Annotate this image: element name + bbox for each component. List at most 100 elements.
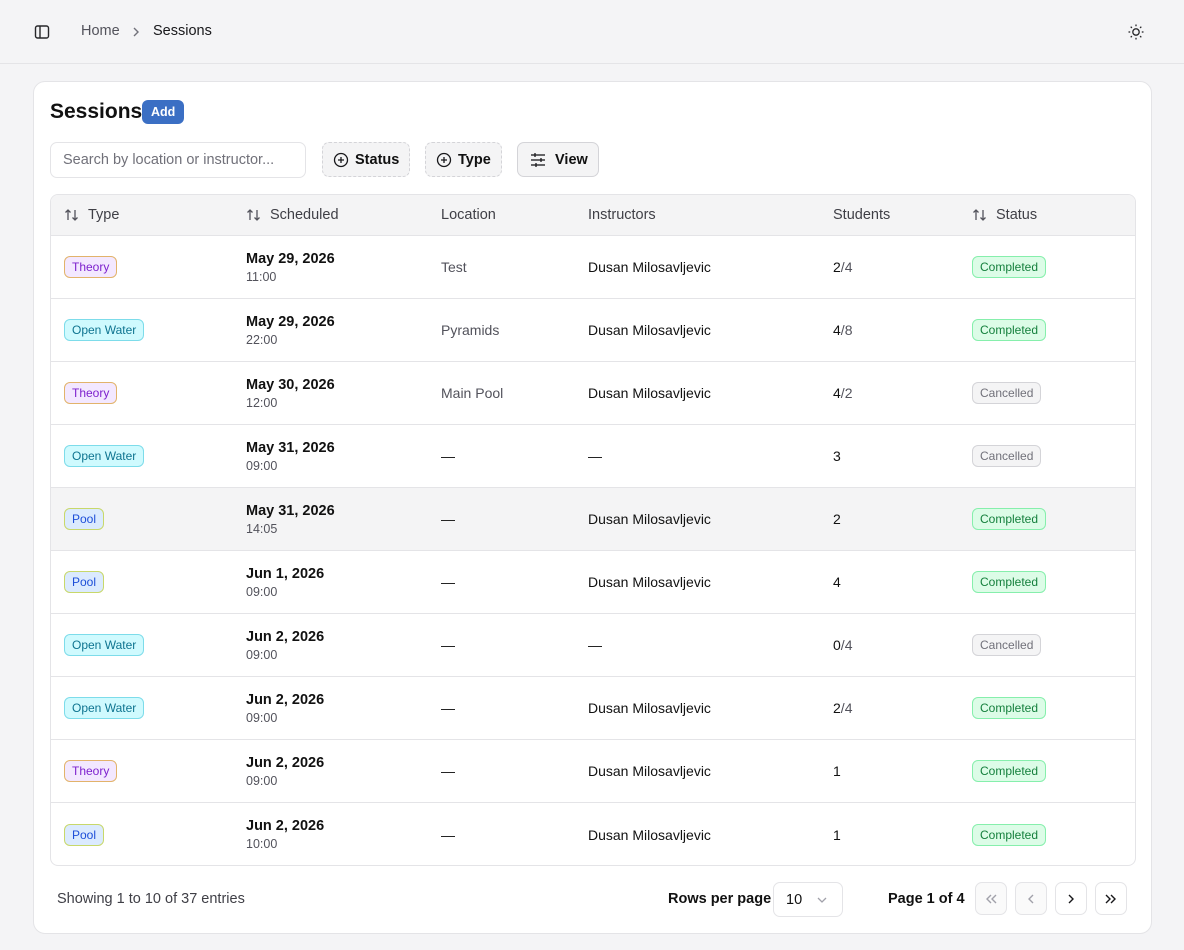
table-row[interactable]: Theory May 29, 2026 11:00 Test Dusan Milosav…	[51, 236, 1135, 299]
location: —	[441, 448, 455, 464]
instructors: Dusan Milosavljevic	[588, 700, 711, 716]
students-count: 2	[833, 259, 841, 275]
add-button[interactable]: Add	[142, 100, 185, 124]
students-count: 2	[833, 700, 841, 716]
view-button[interactable]: View	[517, 142, 599, 177]
status-cell: Cancelled	[959, 445, 1135, 467]
instructors: Dusan Milosavljevic	[588, 763, 711, 779]
students-cell: 1	[820, 763, 959, 779]
location-cell: Test	[428, 259, 575, 275]
type-badge: Pool	[64, 508, 105, 530]
type-cell: Open Water	[51, 697, 233, 719]
capacity: /8	[840, 322, 853, 338]
column-header[interactable]: Type	[51, 207, 233, 223]
instructors: Dusan Milosavljevic	[588, 574, 711, 590]
status-cell: Completed	[959, 256, 1135, 278]
status-badge: Completed	[972, 319, 1047, 341]
sort-icon	[65, 209, 78, 221]
table-row[interactable]: Open Water Jun 2, 2026 09:00 — Dusan Milosav…	[51, 677, 1135, 740]
session-date: Jun 2, 2026	[246, 628, 325, 645]
table-row[interactable]: Open Water Jun 2, 2026 09:00 — — 0/4 Cancelled	[51, 614, 1135, 677]
chevron-right	[1068, 894, 1074, 903]
students-count: 0	[833, 637, 841, 653]
theme-toggle[interactable]	[1127, 23, 1145, 41]
column-label: Type	[88, 207, 120, 223]
chevrons-right	[1105, 894, 1116, 903]
last-page-button[interactable]	[1095, 882, 1127, 915]
location: —	[441, 826, 455, 843]
session-time: 09:00	[246, 773, 278, 788]
column-header[interactable]: Status	[959, 207, 1135, 223]
next-page-button[interactable]	[1055, 882, 1087, 915]
capacity-value: 8	[844, 322, 853, 338]
session-time: 10:00	[246, 837, 278, 851]
type-cell: Theory	[51, 382, 233, 404]
session-time: 11:00	[246, 269, 277, 284]
sidebar-toggle[interactable]	[34, 24, 50, 40]
instructors-cell: —	[575, 448, 820, 464]
status-filter[interactable]: Status	[322, 142, 411, 177]
type-cell: Pool	[51, 571, 233, 593]
sort-icon	[973, 209, 986, 221]
students-cell: 0/4	[820, 637, 959, 653]
column-header: Location	[428, 207, 575, 223]
instructors-cell: Dusan Milosavljevic	[575, 574, 820, 590]
session-time: 09:00	[246, 647, 278, 662]
status-badge: Cancelled	[972, 382, 1042, 404]
status-badge: Completed	[972, 256, 1047, 278]
location: —	[441, 763, 455, 779]
table-row[interactable]: Pool May 31, 2026 14:05 — Dusan Milosavljevi…	[51, 488, 1135, 551]
prev-page-button[interactable]	[1015, 882, 1047, 915]
type-cell: Pool	[51, 508, 233, 530]
session-date: Jun 1, 2026	[246, 565, 325, 582]
status-cell: Completed	[959, 319, 1135, 341]
status-badge: Completed	[972, 760, 1047, 782]
capacity-value: 2	[844, 385, 853, 401]
first-page-button[interactable]	[975, 882, 1007, 915]
scheduled-cell: May 31, 2026 09:00	[233, 440, 428, 473]
capacity-value: 4	[844, 637, 853, 653]
location-cell: —	[428, 827, 575, 843]
location: —	[441, 511, 455, 527]
breadcrumb-separator	[133, 27, 139, 37]
instructors: Dusan Milosavljevic	[588, 259, 711, 275]
table-row[interactable]: Theory May 30, 2026 12:00 Main Pool Dusan Mi…	[51, 362, 1135, 425]
column-header: Students	[820, 207, 959, 223]
session-time: 22:00	[246, 332, 278, 347]
table-row[interactable]: Theory Jun 2, 2026 09:00 — Dusan Milosavljev…	[51, 740, 1135, 803]
type-badge: Open Water	[64, 697, 145, 719]
rows-per-page-select[interactable]: 10	[773, 882, 843, 917]
students-count: 4	[833, 385, 841, 401]
table-row[interactable]: Open Water May 31, 2026 09:00 — — 3 Cancelled	[51, 425, 1135, 488]
status-badge: Completed	[972, 823, 1047, 846]
session-date: May 29, 2026	[246, 313, 335, 330]
table-row[interactable]: Open Water May 29, 2026 22:00 Pyramids Dusan…	[51, 299, 1135, 362]
type-badge: Pool	[64, 571, 105, 593]
instructors-cell: Dusan Milosavljevic	[575, 827, 820, 843]
status-badge: Cancelled	[972, 634, 1042, 656]
column-header[interactable]: Scheduled	[233, 207, 428, 223]
search-input[interactable]: Search by location or instructor...	[50, 142, 306, 178]
students-cell: 3	[820, 448, 959, 464]
location: Test	[441, 259, 467, 275]
session-time: 09:00	[246, 584, 278, 599]
table-row[interactable]: Pool Jun 1, 2026 09:00 — Dusan Milosavljevic…	[51, 551, 1135, 614]
entries-summary: Showing 1 to 10 of 37 entries	[57, 891, 245, 907]
table-row[interactable]: Pool Jun 2, 2026 10:00 — Dusan Milosavljevic…	[51, 803, 1135, 865]
column-header: Instructors	[575, 207, 820, 223]
table-footer: Showing 1 to 10 of 37 entries Rows per p…	[34, 882, 1151, 918]
type-badge: Open Water	[64, 634, 145, 656]
settings-icon	[531, 152, 545, 167]
location-cell: —	[428, 700, 575, 716]
students-count: 3	[833, 448, 841, 464]
instructors-cell: —	[575, 637, 820, 653]
capacity: /4	[840, 259, 853, 275]
capacity: /2	[840, 385, 853, 401]
instructors-cell: Dusan Milosavljevic	[575, 322, 820, 338]
session-time: 09:00	[246, 458, 278, 473]
type-cell: Pool	[51, 823, 233, 846]
session-date: May 31, 2026	[246, 439, 335, 456]
breadcrumb-link[interactable]: Home	[81, 23, 120, 39]
location: Pyramids	[441, 322, 500, 338]
type-filter[interactable]: Type	[425, 142, 502, 177]
